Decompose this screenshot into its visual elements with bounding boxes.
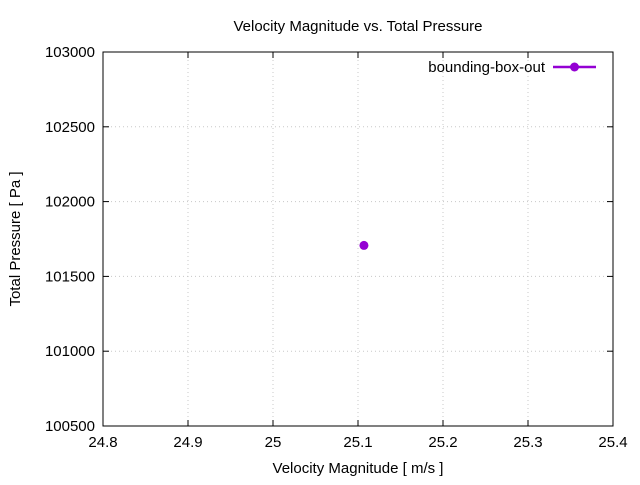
x-tick-label: 25.3 — [513, 434, 542, 451]
plot-frame — [102, 51, 614, 427]
ticks: 24.8 24.9 25 25.1 25.2 25.3 25.4 100500 101000 10… — [45, 44, 628, 451]
legend: bounding-box-out — [428, 59, 596, 76]
x-tick-label: 25.2 — [428, 434, 457, 451]
x-tick-label: 24.9 — [173, 434, 202, 451]
x-tick-label: 25 — [265, 434, 282, 451]
legend-label: bounding-box-out — [428, 59, 546, 76]
grid — [103, 52, 613, 426]
data-point — [359, 240, 369, 250]
y-tick-label: 100500 — [45, 418, 95, 435]
y-axis-label: Total Pressure [ Pa ] — [7, 171, 24, 306]
y-tick-label: 101500 — [45, 268, 95, 285]
x-axis-label: Velocity Magnitude [ m/s ] — [273, 460, 444, 477]
x-tick-label: 25.4 — [598, 434, 627, 451]
y-tick-label: 103000 — [45, 44, 95, 61]
y-tick-label: 101000 — [45, 343, 95, 360]
y-tick-label: 102000 — [45, 194, 95, 211]
x-tick-label: 25.1 — [343, 434, 372, 451]
x-tick-label: 24.8 — [88, 434, 117, 451]
chart-title: Velocity Magnitude vs. Total Pressure — [233, 18, 482, 35]
legend-marker — [570, 62, 579, 72]
y-tick-label: 102500 — [45, 119, 95, 136]
data-points — [359, 240, 369, 250]
